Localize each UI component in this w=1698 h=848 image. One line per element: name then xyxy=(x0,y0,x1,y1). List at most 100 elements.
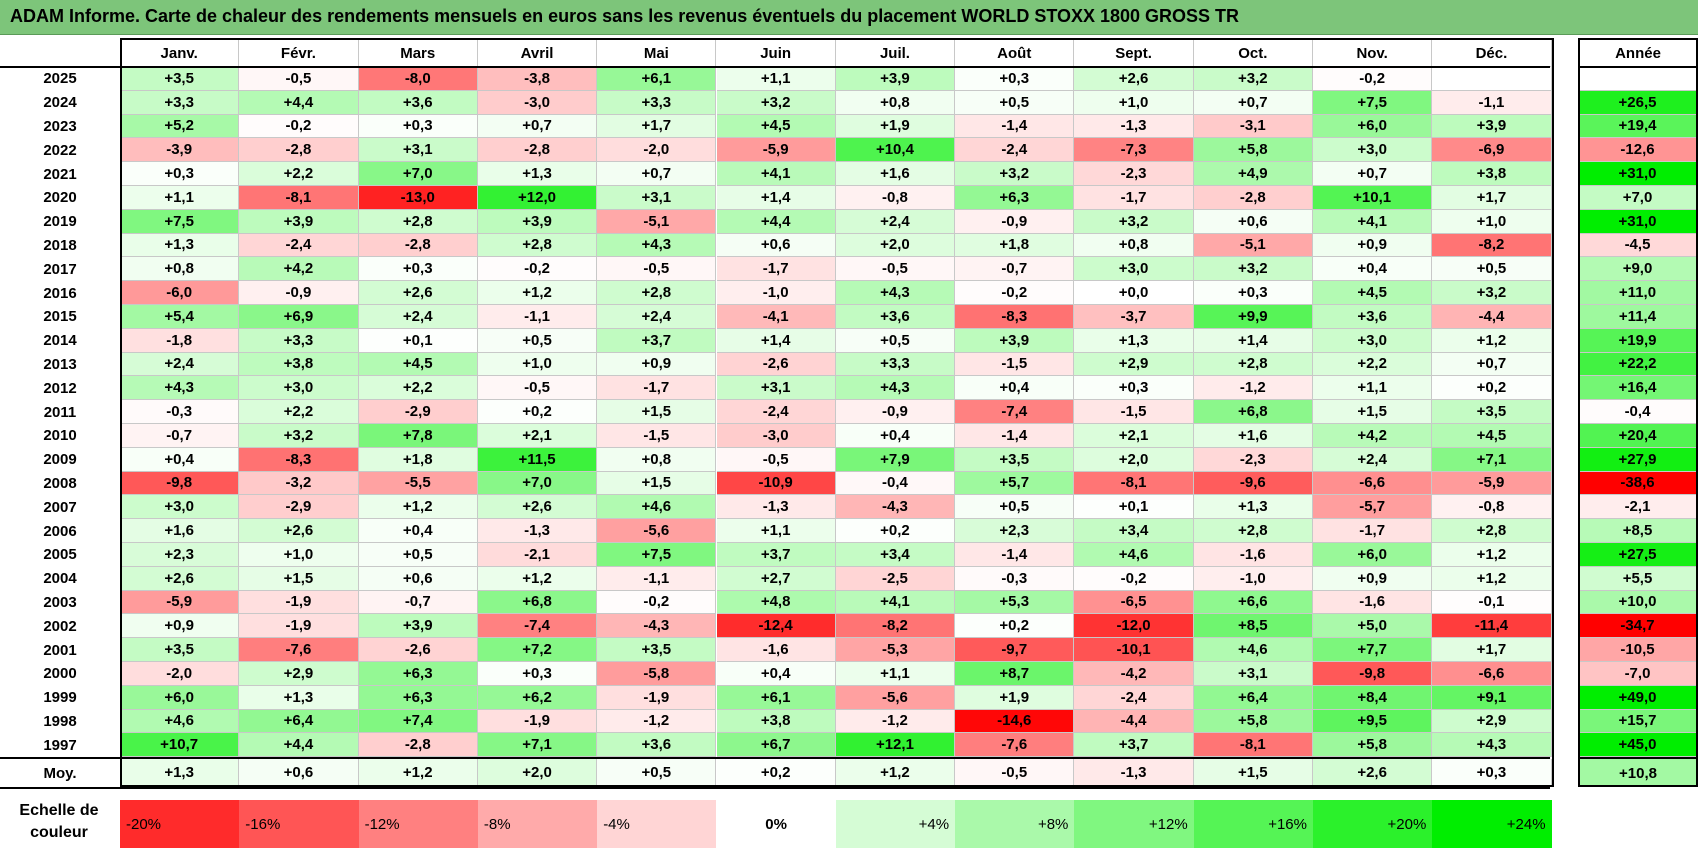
heatmap-cell: +1,0 xyxy=(477,352,598,377)
heatmap-cell: +3,1 xyxy=(597,186,717,210)
heatmap-cell: -3,1 xyxy=(1193,114,1313,139)
heatmap-cell: +0,2 xyxy=(955,614,1075,639)
annual-cell: +16,4 xyxy=(1578,376,1698,401)
heatmap-cell: +11,5 xyxy=(477,447,598,472)
heatmap-cell: +3,2 xyxy=(1074,209,1194,234)
average-cell: +1,3 xyxy=(120,759,240,788)
heatmap-cell: +0,6 xyxy=(358,566,478,591)
heatmap-cell: -1,6 xyxy=(1193,543,1313,567)
heatmap-cell: -8,1 xyxy=(1193,733,1313,758)
heatmap-cell: +0,1 xyxy=(358,328,478,353)
heatmap-cell: -5,6 xyxy=(835,685,956,710)
heatmap-cell: -1,2 xyxy=(1193,376,1313,401)
heatmap-cell: +3,7 xyxy=(716,543,836,567)
heatmap-cell: +4,6 xyxy=(1074,543,1194,567)
heatmap-cell: -0,2 xyxy=(1074,566,1194,591)
heatmap-cell: +1,8 xyxy=(358,447,478,472)
heatmap-cell: -3,0 xyxy=(477,90,598,115)
year-label: 2001 xyxy=(43,641,77,659)
heatmap-cell: +3,6 xyxy=(835,305,956,329)
annual-header: Année xyxy=(1615,45,1661,62)
heatmap-cell: +0,4 xyxy=(120,447,240,472)
annual-cell: -0,4 xyxy=(1578,400,1698,424)
heatmap-cell: +3,3 xyxy=(239,328,359,353)
heatmap-cell: +3,9 xyxy=(955,328,1075,353)
heatmap-cell: +6,3 xyxy=(358,662,478,686)
heatmap-cell: +3,4 xyxy=(835,543,956,567)
heatmap-cell: -2,8 xyxy=(1193,186,1313,210)
heatmap-cell: -8,1 xyxy=(1074,471,1194,496)
heatmap-cell: +0,3 xyxy=(1074,376,1194,401)
year-label: 2025 xyxy=(43,70,77,88)
heatmap-cell: -1,9 xyxy=(239,590,359,615)
heatmap-cell: +6,7 xyxy=(716,733,836,758)
annual-cell: +49,0 xyxy=(1578,685,1698,710)
year-label: 2015 xyxy=(43,308,77,326)
heatmap-cell: +9,1 xyxy=(1432,685,1552,710)
header-divider-annual xyxy=(1578,66,1698,68)
heatmap-cell: +0,2 xyxy=(477,400,598,424)
heatmap-cell: +2,4 xyxy=(1313,447,1433,472)
heatmap-cell: +1,6 xyxy=(1193,424,1313,448)
heatmap-cell: -0,8 xyxy=(1432,495,1552,520)
heatmap-cell: +6,3 xyxy=(955,186,1075,210)
heatmap-cell: +1,7 xyxy=(597,114,717,139)
heatmap-cell: +6,1 xyxy=(716,685,836,710)
heatmap-cell: +4,1 xyxy=(716,162,836,186)
heatmap-cell: +5,8 xyxy=(1193,709,1313,734)
heatmap-cell: -0,9 xyxy=(955,209,1075,234)
heatmap-cell: -1,0 xyxy=(1193,566,1313,591)
heatmap-cell: -1,1 xyxy=(477,305,598,329)
heatmap-cell: +3,5 xyxy=(120,638,240,662)
heatmap-cell: -8,3 xyxy=(239,447,359,472)
heatmap-cell: +2,8 xyxy=(358,209,478,234)
heatmap-cell: +3,9 xyxy=(1432,114,1552,139)
heatmap-cell: +0,5 xyxy=(835,328,956,353)
heatmap-cell: -0,4 xyxy=(835,471,956,496)
heatmap-cell: +2,6 xyxy=(1074,67,1194,91)
heatmap-cell: +3,1 xyxy=(1193,662,1313,686)
heatmap-cell: +0,7 xyxy=(1432,352,1552,377)
month-header: Mai xyxy=(597,40,717,67)
heatmap-cell: +5,3 xyxy=(955,590,1075,615)
year-label: 2012 xyxy=(43,379,77,397)
heatmap-cell: -11,4 xyxy=(1432,614,1552,639)
heatmap-cell: -2,8 xyxy=(239,138,359,163)
heatmap-cell: -6,6 xyxy=(1313,471,1433,496)
heatmap-cell: -3,8 xyxy=(477,67,598,91)
heatmap-cell: -5,9 xyxy=(120,590,240,615)
heatmap-cell: +0,3 xyxy=(955,67,1075,91)
heatmap-cell: +1,3 xyxy=(120,233,240,258)
heatmap-cell: +4,4 xyxy=(716,209,836,234)
heatmap-cell: -5,9 xyxy=(716,138,836,163)
heatmap-cell: +0,3 xyxy=(120,162,240,186)
year-label: 2010 xyxy=(43,427,77,445)
color-scale-swatch: -4% xyxy=(597,800,717,848)
heatmap-cell: +8,5 xyxy=(1193,614,1313,639)
heatmap-cell: -10,1 xyxy=(1074,638,1194,662)
heatmap-cell: -6,5 xyxy=(1074,590,1194,615)
heatmap-cell: -0,9 xyxy=(239,281,359,305)
heatmap-cell: +3,2 xyxy=(1193,67,1313,91)
heatmap-cell: -9,7 xyxy=(955,638,1075,662)
color-scale-swatch: -20% xyxy=(120,800,240,848)
heatmap-cell: +7,0 xyxy=(358,162,478,186)
heatmap-cell: +1,7 xyxy=(1432,186,1552,210)
heatmap-cell: -0,7 xyxy=(120,424,240,448)
heatmap-cell: +2,6 xyxy=(120,566,240,591)
heatmap-cell: +8,4 xyxy=(1313,685,1433,710)
heatmap-cell: +1,3 xyxy=(1193,495,1313,520)
heatmap-cell: +3,9 xyxy=(477,209,598,234)
color-scale-label: Echelle de couleur xyxy=(19,802,99,841)
month-header: Mars xyxy=(358,40,478,67)
heatmap-cell: +1,9 xyxy=(955,685,1075,710)
heatmap-cell: +0,3 xyxy=(477,662,598,686)
year-label: 2008 xyxy=(43,474,77,492)
heatmap-cell: -0,7 xyxy=(955,257,1075,282)
heatmap-cell: +1,6 xyxy=(120,519,240,543)
color-scale-swatch: +16% xyxy=(1193,800,1313,848)
heatmap-cell: +2,0 xyxy=(835,233,956,258)
annual-cell: -34,7 xyxy=(1578,614,1698,639)
heatmap-cell: -9,8 xyxy=(1313,662,1433,686)
